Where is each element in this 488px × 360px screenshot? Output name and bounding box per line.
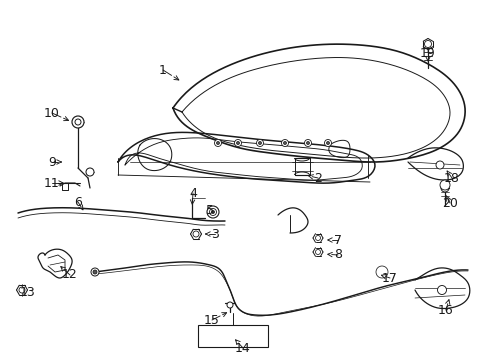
Circle shape <box>440 184 448 192</box>
Circle shape <box>281 140 288 147</box>
Circle shape <box>375 266 387 278</box>
Text: 19: 19 <box>419 46 435 59</box>
Circle shape <box>379 270 383 274</box>
Circle shape <box>206 206 219 218</box>
Text: 10: 10 <box>44 107 60 120</box>
Circle shape <box>424 40 430 48</box>
Circle shape <box>216 141 219 144</box>
Circle shape <box>256 140 263 147</box>
Text: 18: 18 <box>443 171 459 185</box>
Circle shape <box>91 268 99 276</box>
Circle shape <box>214 140 221 147</box>
Circle shape <box>19 287 25 293</box>
Text: 16: 16 <box>437 303 453 316</box>
Text: 20: 20 <box>441 197 457 210</box>
Text: 13: 13 <box>20 285 36 298</box>
Circle shape <box>315 249 320 255</box>
Circle shape <box>226 302 232 308</box>
Text: 6: 6 <box>74 195 82 208</box>
Circle shape <box>437 285 446 294</box>
Circle shape <box>324 140 331 147</box>
Circle shape <box>86 168 94 176</box>
Text: 1: 1 <box>159 63 166 77</box>
Circle shape <box>326 141 329 144</box>
Circle shape <box>283 141 286 144</box>
Text: 14: 14 <box>235 342 250 355</box>
Text: 3: 3 <box>211 228 219 240</box>
Bar <box>198 325 267 347</box>
Circle shape <box>93 270 97 274</box>
Circle shape <box>258 141 261 144</box>
Circle shape <box>234 140 241 147</box>
Text: 8: 8 <box>333 248 341 261</box>
Circle shape <box>236 141 239 144</box>
Text: 17: 17 <box>381 271 397 284</box>
Circle shape <box>72 116 84 128</box>
Circle shape <box>75 119 81 125</box>
Circle shape <box>435 161 443 169</box>
Circle shape <box>315 235 320 240</box>
Circle shape <box>193 231 199 237</box>
Text: 5: 5 <box>205 203 214 216</box>
Text: 7: 7 <box>333 234 341 247</box>
Text: 12: 12 <box>62 269 78 282</box>
Circle shape <box>377 268 385 276</box>
Circle shape <box>306 141 309 144</box>
Circle shape <box>211 211 214 213</box>
Text: 2: 2 <box>313 171 321 185</box>
Text: 9: 9 <box>48 156 56 168</box>
Circle shape <box>304 140 311 147</box>
Text: 11: 11 <box>44 176 60 189</box>
Text: 15: 15 <box>203 314 220 327</box>
Text: 4: 4 <box>189 186 197 199</box>
Circle shape <box>209 208 216 216</box>
Circle shape <box>439 180 449 190</box>
